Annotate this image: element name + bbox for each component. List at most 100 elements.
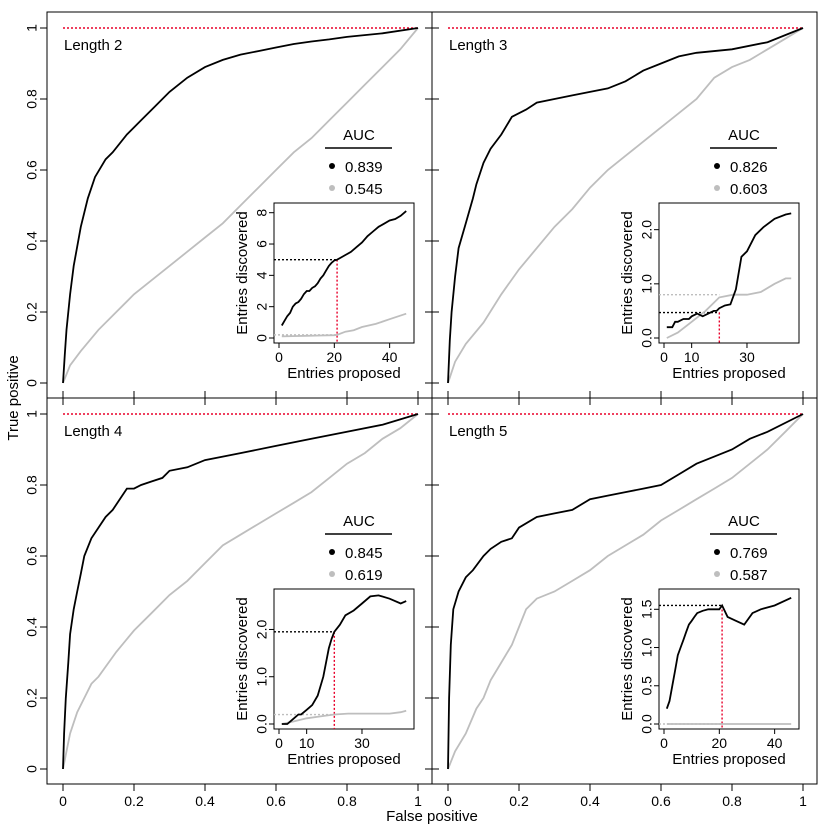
y-tick-label: 0.8 xyxy=(24,89,40,109)
y-tick-label: 0 xyxy=(24,379,40,387)
x-tick-label: 0.6 xyxy=(266,793,286,809)
inset-y-tick-label: 2.0 xyxy=(254,620,270,640)
inset-x-tick-label: 10 xyxy=(299,735,315,751)
auc-legend-header: AUC xyxy=(728,127,760,144)
inset-y-axis-title: Entries discovered xyxy=(234,597,251,720)
inset-y-tick-label: 0 xyxy=(254,334,270,342)
x-tick-label: 0.4 xyxy=(195,793,215,809)
roc-curve-main xyxy=(447,413,804,770)
x-tick-label: 0.6 xyxy=(651,793,671,809)
roc-curve-baseline xyxy=(62,413,419,770)
auc-legend-value-baseline: 0.545 xyxy=(345,181,383,198)
inset-frame xyxy=(273,588,415,730)
auc-legend-dot-main xyxy=(329,549,335,555)
inset-x-axis-title: Entries proposed xyxy=(287,365,400,382)
auc-legend-dot-main xyxy=(714,549,720,555)
panel-title: Length 5 xyxy=(449,423,507,440)
inset-plot: 0 20 40 0.0 0.5 1.0 1.5 Entries proposed Entries… xyxy=(619,588,800,768)
inset-x-tick-label: 30 xyxy=(739,349,755,365)
inset-y-tick-label: 0.0 xyxy=(639,714,655,734)
y-tick-label: 0.2 xyxy=(24,688,40,708)
inset-discovered-curve xyxy=(281,210,407,326)
inset-y-tick-label: 8 xyxy=(254,209,270,217)
y-axis-title: True positive xyxy=(5,355,22,440)
roc-curve-baseline xyxy=(62,27,419,384)
inset-baseline-curve xyxy=(281,312,407,338)
inset-y-axis-title: Entries discovered xyxy=(234,211,251,334)
inset-x-axis-title: Entries proposed xyxy=(672,751,785,768)
inset-y-tick-label: 0.0 xyxy=(254,714,270,734)
inset-x-tick-label: 0 xyxy=(660,735,668,751)
panel-title: Length 2 xyxy=(64,37,122,54)
inset-y-tick-label: 1.0 xyxy=(639,274,655,294)
x-axis-title: False positive xyxy=(386,808,478,825)
inset-frame xyxy=(658,588,800,730)
x-tick-label: 0 xyxy=(59,793,67,809)
roc-curve-main xyxy=(62,413,419,770)
y-tick-label: 0.4 xyxy=(24,231,40,251)
inset-y-tick-label: 2 xyxy=(254,303,270,311)
inset-x-tick-label: 0 xyxy=(275,349,283,365)
auc-legend-value-main: 0.839 xyxy=(345,159,383,176)
inset-x-tick-label: 10 xyxy=(684,349,700,365)
auc-legend-dot-main xyxy=(714,163,720,169)
auc-legend-header: AUC xyxy=(728,513,760,530)
x-tick-label: 0.2 xyxy=(124,793,144,809)
inset-y-tick-label: 0.5 xyxy=(639,676,655,696)
auc-legend-dot-baseline xyxy=(329,185,335,191)
y-tick-label: 1 xyxy=(24,410,40,418)
y-tick-label: 0.6 xyxy=(24,160,40,180)
inset-plot: 0 20 40 0 2 4 6 8 Entries proposed Entries discov… xyxy=(234,202,415,382)
inset-y-tick-label: 6 xyxy=(254,240,270,248)
inset-x-tick-label: 0 xyxy=(275,735,283,751)
inset-frame xyxy=(273,202,415,344)
panel-4: 0 0.2 0.4 0.6 0.8 1 Length 5 AUC 0.769 0.587 0 20 40… xyxy=(425,397,818,809)
inset-discovered-curve xyxy=(665,596,792,710)
inset-y-axis-title: Entries discovered xyxy=(619,597,636,720)
x-tick-label: 0.4 xyxy=(580,793,600,809)
auc-legend-value-baseline: 0.603 xyxy=(730,181,768,198)
y-tick-label: 0.2 xyxy=(24,302,40,322)
x-tick-label: 0.8 xyxy=(337,793,357,809)
auc-legend-header: AUC xyxy=(343,127,375,144)
roc-curve-baseline xyxy=(447,27,804,384)
inset-y-tick-label: 1.0 xyxy=(254,667,270,687)
inset-plot: 0 10 30 0.0 1.0 2.0 Entries proposed Entries di… xyxy=(619,202,800,382)
inset-baseline-curve xyxy=(281,709,407,725)
roc-curve-baseline xyxy=(447,413,804,770)
inset-y-tick-label: 1.5 xyxy=(639,599,655,619)
inset-discovered-curve xyxy=(666,212,792,329)
inset-x-tick-label: 40 xyxy=(767,735,783,751)
auc-legend-value-main: 0.845 xyxy=(345,545,383,562)
inset-y-tick-label: 2.0 xyxy=(639,220,655,240)
x-tick-label: 0.2 xyxy=(509,793,529,809)
inset-y-tick-label: 4 xyxy=(254,271,270,279)
inset-x-tick-label: 0 xyxy=(660,349,668,365)
y-tick-label: 0.8 xyxy=(24,475,40,495)
roc-curve-main xyxy=(447,27,804,384)
inset-x-tick-label: 20 xyxy=(712,735,728,751)
auc-legend-value-baseline: 0.619 xyxy=(345,567,383,584)
panel-frame xyxy=(431,397,818,785)
inset-x-tick-label: 40 xyxy=(382,349,398,365)
auc-legend-value-main: 0.826 xyxy=(730,159,768,176)
auc-legend-header: AUC xyxy=(343,513,375,530)
auc-legend-dot-baseline xyxy=(714,185,720,191)
x-tick-label: 0.8 xyxy=(722,793,742,809)
x-tick-label: 1 xyxy=(414,793,422,809)
inset-x-tick-label: 20 xyxy=(327,349,343,365)
y-tick-label: 0.6 xyxy=(24,546,40,566)
inset-discovered-curve xyxy=(281,594,407,725)
auc-legend-dot-main xyxy=(329,163,335,169)
roc-curve-main xyxy=(62,27,419,384)
y-tick-label: 0 xyxy=(24,765,40,773)
auc-legend-dot-baseline xyxy=(714,571,720,577)
inset-x-axis-title: Entries proposed xyxy=(287,751,400,768)
panel-title: Length 4 xyxy=(64,423,122,440)
auc-legend-dot-baseline xyxy=(329,571,335,577)
inset-y-tick-label: 1.0 xyxy=(639,638,655,658)
